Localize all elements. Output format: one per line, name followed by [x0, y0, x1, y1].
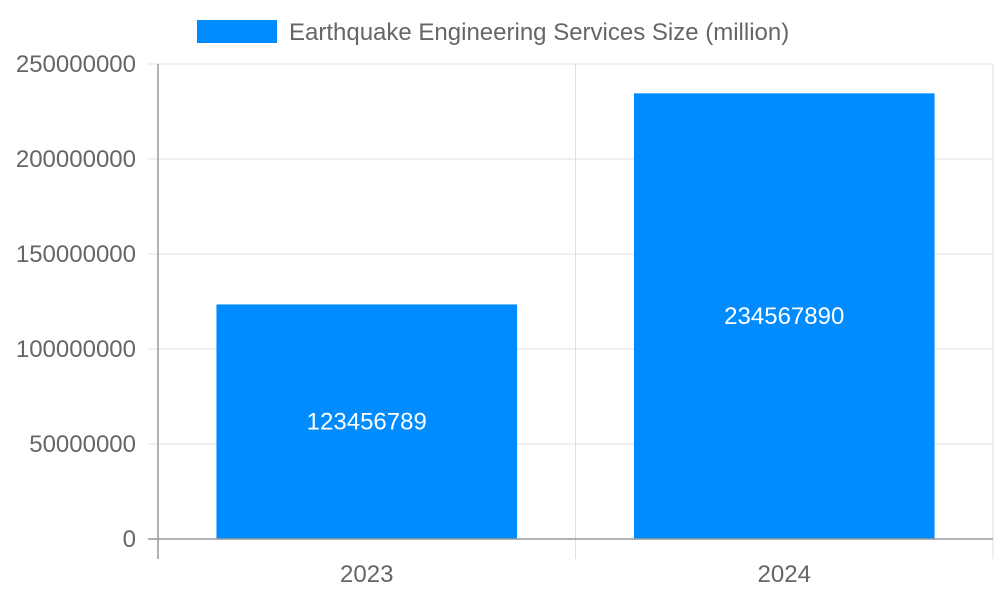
data-label: 123456789: [307, 409, 427, 436]
bar-2023: [216, 304, 518, 539]
x-tick-label: 2024: [758, 561, 811, 588]
data-label: 234567890: [724, 303, 844, 330]
y-tick-label: 150000000: [16, 241, 136, 268]
axes: 0 50000000 100000000 150000000 200000000 2500…: [16, 51, 993, 588]
y-tick-label: 100000000: [16, 336, 136, 363]
legend-label: Earthquake Engineering Services Size (mi…: [289, 19, 789, 46]
legend[interactable]: Earthquake Engineering Services Size (mi…: [197, 19, 789, 46]
y-tick-label: 250000000: [16, 51, 136, 78]
x-tick-label: 2023: [340, 561, 393, 588]
bar-2024: [633, 93, 935, 539]
y-tick-label: 50000000: [29, 431, 136, 458]
bars: 123456789 234567890: [216, 93, 935, 539]
legend-swatch: [197, 20, 277, 43]
y-tick-label: 200000000: [16, 146, 136, 173]
y-tick-label: 0: [123, 526, 136, 553]
